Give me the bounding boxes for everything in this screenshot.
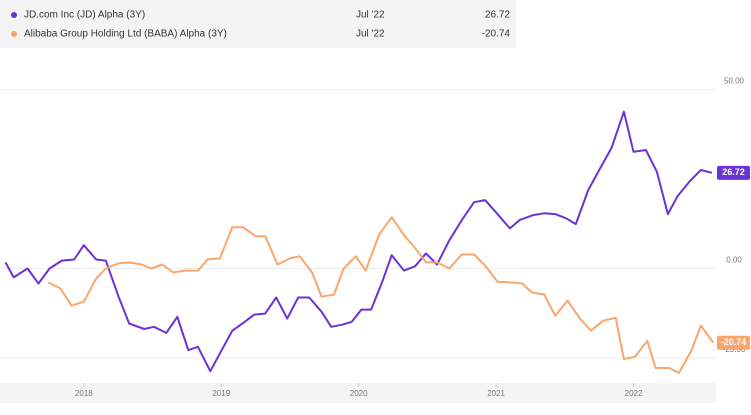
legend-label: JD.com Inc (JD) Alpha (3Y) [24,10,145,21]
legend-value: -20.74 [482,29,511,40]
value-badge-label: 26.72 [722,167,745,177]
x-tick-label: 2019 [212,389,230,398]
legend-marker [11,12,17,18]
value-badge-label: -20.74 [721,337,747,347]
x-axis-band [0,383,716,403]
x-tick-label: 2021 [487,389,505,398]
legend-value: 26.72 [485,10,510,21]
legend-label: Alibaba Group Holding Ltd (BABA) Alpha (… [24,29,227,40]
value-badge [717,165,750,180]
series-line [4,110,713,373]
legend-marker [11,31,17,37]
legend-date: Jul '22 [356,29,385,40]
y-tick-label: 0.00 [726,256,742,265]
x-tick-label: 2018 [75,389,93,398]
x-tick-label: 2022 [625,389,643,398]
series-line [47,216,715,374]
legend-date: Jul '22 [356,10,385,21]
value-badge [717,335,750,350]
y-tick-label: 50.00 [724,77,745,86]
legend-box [0,0,516,48]
x-tick-label: 2020 [350,389,368,398]
